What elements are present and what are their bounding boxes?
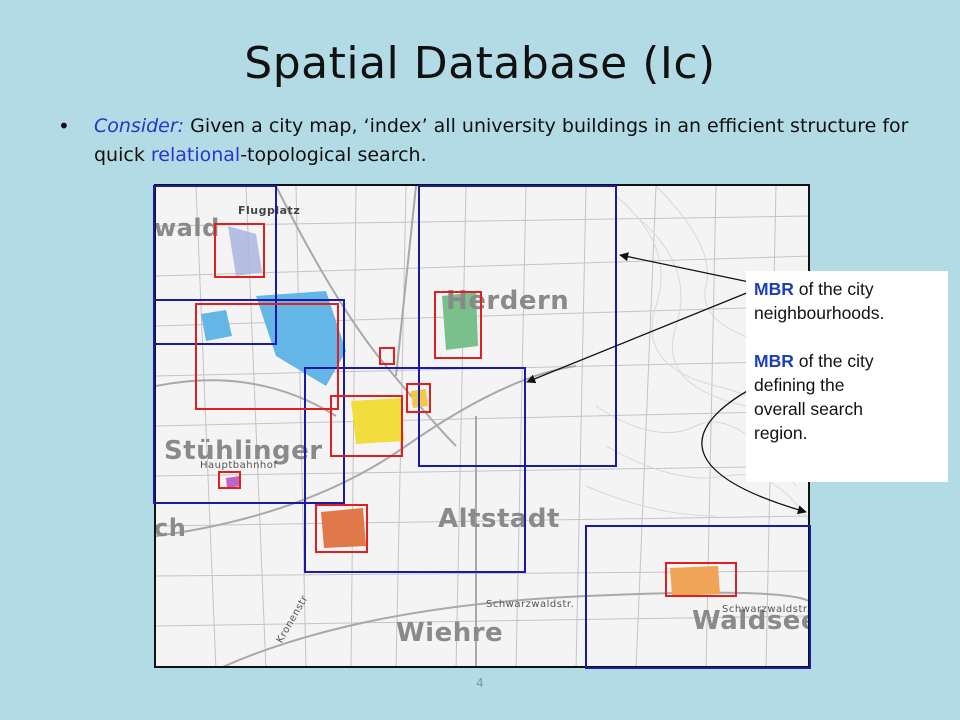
map-label-ch: ch	[154, 514, 187, 542]
callout-line-1-text: of the city	[793, 279, 874, 299]
city-map: Flugplatz wald Herdern Stühlinger Hauptb…	[154, 184, 810, 668]
page-number: 4	[476, 676, 484, 690]
map-streets	[156, 186, 808, 666]
bullet-dot: •	[58, 114, 70, 138]
bullet-part-2: -topological search.	[240, 144, 427, 166]
map-label-herdern: Herdern	[446, 286, 570, 316]
map-label-schwarzwaldstr: Schwarzwaldstr.	[486, 599, 575, 610]
bullet-text: Consider: Given a city map, ‘index’ all …	[94, 112, 914, 170]
callout-line-1: MBR of the city	[754, 277, 940, 301]
callout-line-5: overall search	[754, 399, 863, 419]
callout-mbr-1: MBR	[754, 279, 794, 299]
bullet-lead: Consider:	[94, 115, 185, 137]
slide-title: Spatial Database (Ic)	[244, 38, 716, 89]
map-label-hauptbahnhof: Hauptbahnhof	[200, 460, 278, 471]
callout-line-3: MBR of the city	[754, 349, 940, 373]
map-label-wiehre: Wiehre	[396, 618, 504, 648]
callout-line-2: neighbourhoods.	[754, 303, 885, 323]
map-label-altstadt: Altstadt	[438, 504, 560, 534]
callout-line-4: defining the	[754, 375, 845, 395]
callout-mbr-2: MBR	[754, 351, 794, 371]
map-label-wald: wald	[154, 214, 220, 242]
callout-box: MBR of the city neighbourhoods. MBR of t…	[746, 271, 948, 482]
callout-line-3-text: of the city	[793, 351, 874, 371]
bullet-part-1: Given a city map, ‘index’ all university…	[94, 115, 909, 166]
bullet-relational: relational	[150, 144, 241, 166]
map-label-flugplatz: Flugplatz	[238, 204, 301, 217]
callout-line-6: region.	[754, 423, 808, 443]
callout-gap	[754, 325, 940, 349]
map-label-schwarzwaldstr-2: Schwarzwaldstr.	[722, 604, 810, 615]
